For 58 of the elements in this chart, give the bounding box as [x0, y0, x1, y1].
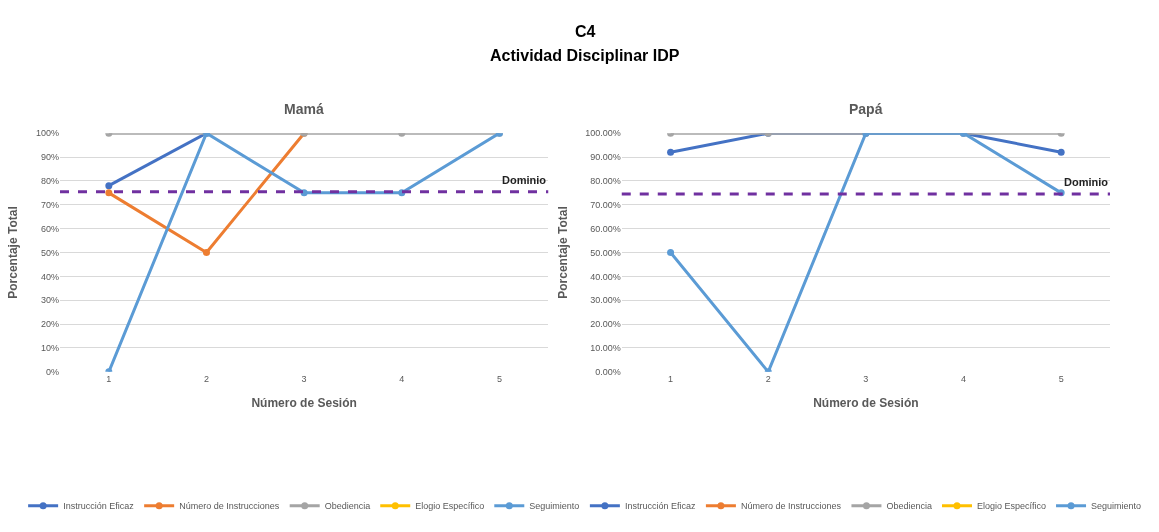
x-tick-label: 2: [765, 373, 771, 384]
x-tick-label: 5: [1058, 373, 1064, 384]
y-tick-label: 30.00%: [590, 295, 621, 306]
y-tick-label: 70%: [40, 199, 59, 210]
text: C4: [575, 23, 596, 40]
legend-label: Obediencia: [886, 501, 932, 512]
x-tick-label: 1: [668, 373, 674, 384]
x-tick-label: 5: [496, 373, 502, 384]
y-tick-label: 40.00%: [590, 271, 621, 282]
y-tick-label: 90.00%: [590, 152, 621, 163]
y-tick-label: 40%: [40, 271, 59, 282]
y-tick-label: 70.00%: [590, 199, 621, 210]
legend-label: Instrucción Eficaz: [624, 501, 696, 512]
y-tick-label: 60.00%: [590, 223, 621, 234]
y-tick-label: 80.00%: [590, 176, 621, 187]
legend-label: Número de Instrucciones: [179, 501, 280, 512]
legend-label: Seguimiento: [529, 501, 580, 512]
y-tick-label: 30%: [40, 295, 59, 306]
y-axis-title: Porcentaje Total: [6, 206, 21, 299]
y-axis-title: Porcentaje Total: [555, 206, 570, 299]
point: [105, 182, 113, 190]
legend-label: Número de Instrucciones: [740, 501, 842, 512]
y-tick-label: 50%: [40, 247, 59, 258]
point: [667, 148, 675, 156]
x-tick-label: 3: [863, 373, 869, 384]
ref-line-label: Dominio: [1064, 176, 1109, 188]
y-tick-label: 20%: [40, 319, 59, 330]
y-tick-label: 0.00%: [595, 367, 621, 378]
x-tick-label: 2: [203, 373, 209, 384]
text: Actividad Disciplinar IDP: [490, 47, 680, 64]
y-tick-label: 100%: [35, 128, 59, 139]
chart-title: Mamá: [284, 101, 324, 117]
y-tick-label: 100.00%: [585, 128, 621, 139]
y-tick-label: 50.00%: [590, 247, 621, 258]
x-tick-label: 3: [301, 373, 307, 384]
legend-label: Elogio Específico: [977, 501, 1047, 512]
point: [667, 249, 675, 257]
x-tick-label: 4: [961, 373, 967, 384]
y-tick-label: 90%: [40, 152, 59, 163]
x-axis-title: Número de Sesión: [813, 395, 919, 410]
x-axis-title: Número de Sesión: [251, 395, 357, 410]
legend-label: Instrucción Eficaz: [63, 501, 135, 512]
ref-line-label: Dominio: [502, 174, 547, 186]
legend-label: Elogio Específico: [415, 501, 485, 512]
chart-title: Papá: [849, 101, 883, 117]
x-tick-label: 4: [399, 373, 405, 384]
y-tick-label: 20.00%: [590, 319, 621, 330]
legend-label: Obediencia: [324, 501, 371, 512]
x-tick-label: 1: [106, 373, 112, 384]
point: [105, 189, 113, 197]
y-tick-label: 60%: [40, 223, 59, 234]
point: [1057, 148, 1065, 156]
y-tick-label: 10%: [40, 343, 59, 354]
y-tick-label: 80%: [40, 176, 59, 187]
point: [202, 249, 210, 257]
legend-label: Seguimiento: [1091, 501, 1142, 512]
y-tick-label: 10.00%: [590, 343, 621, 354]
y-tick-label: 0%: [45, 367, 59, 378]
